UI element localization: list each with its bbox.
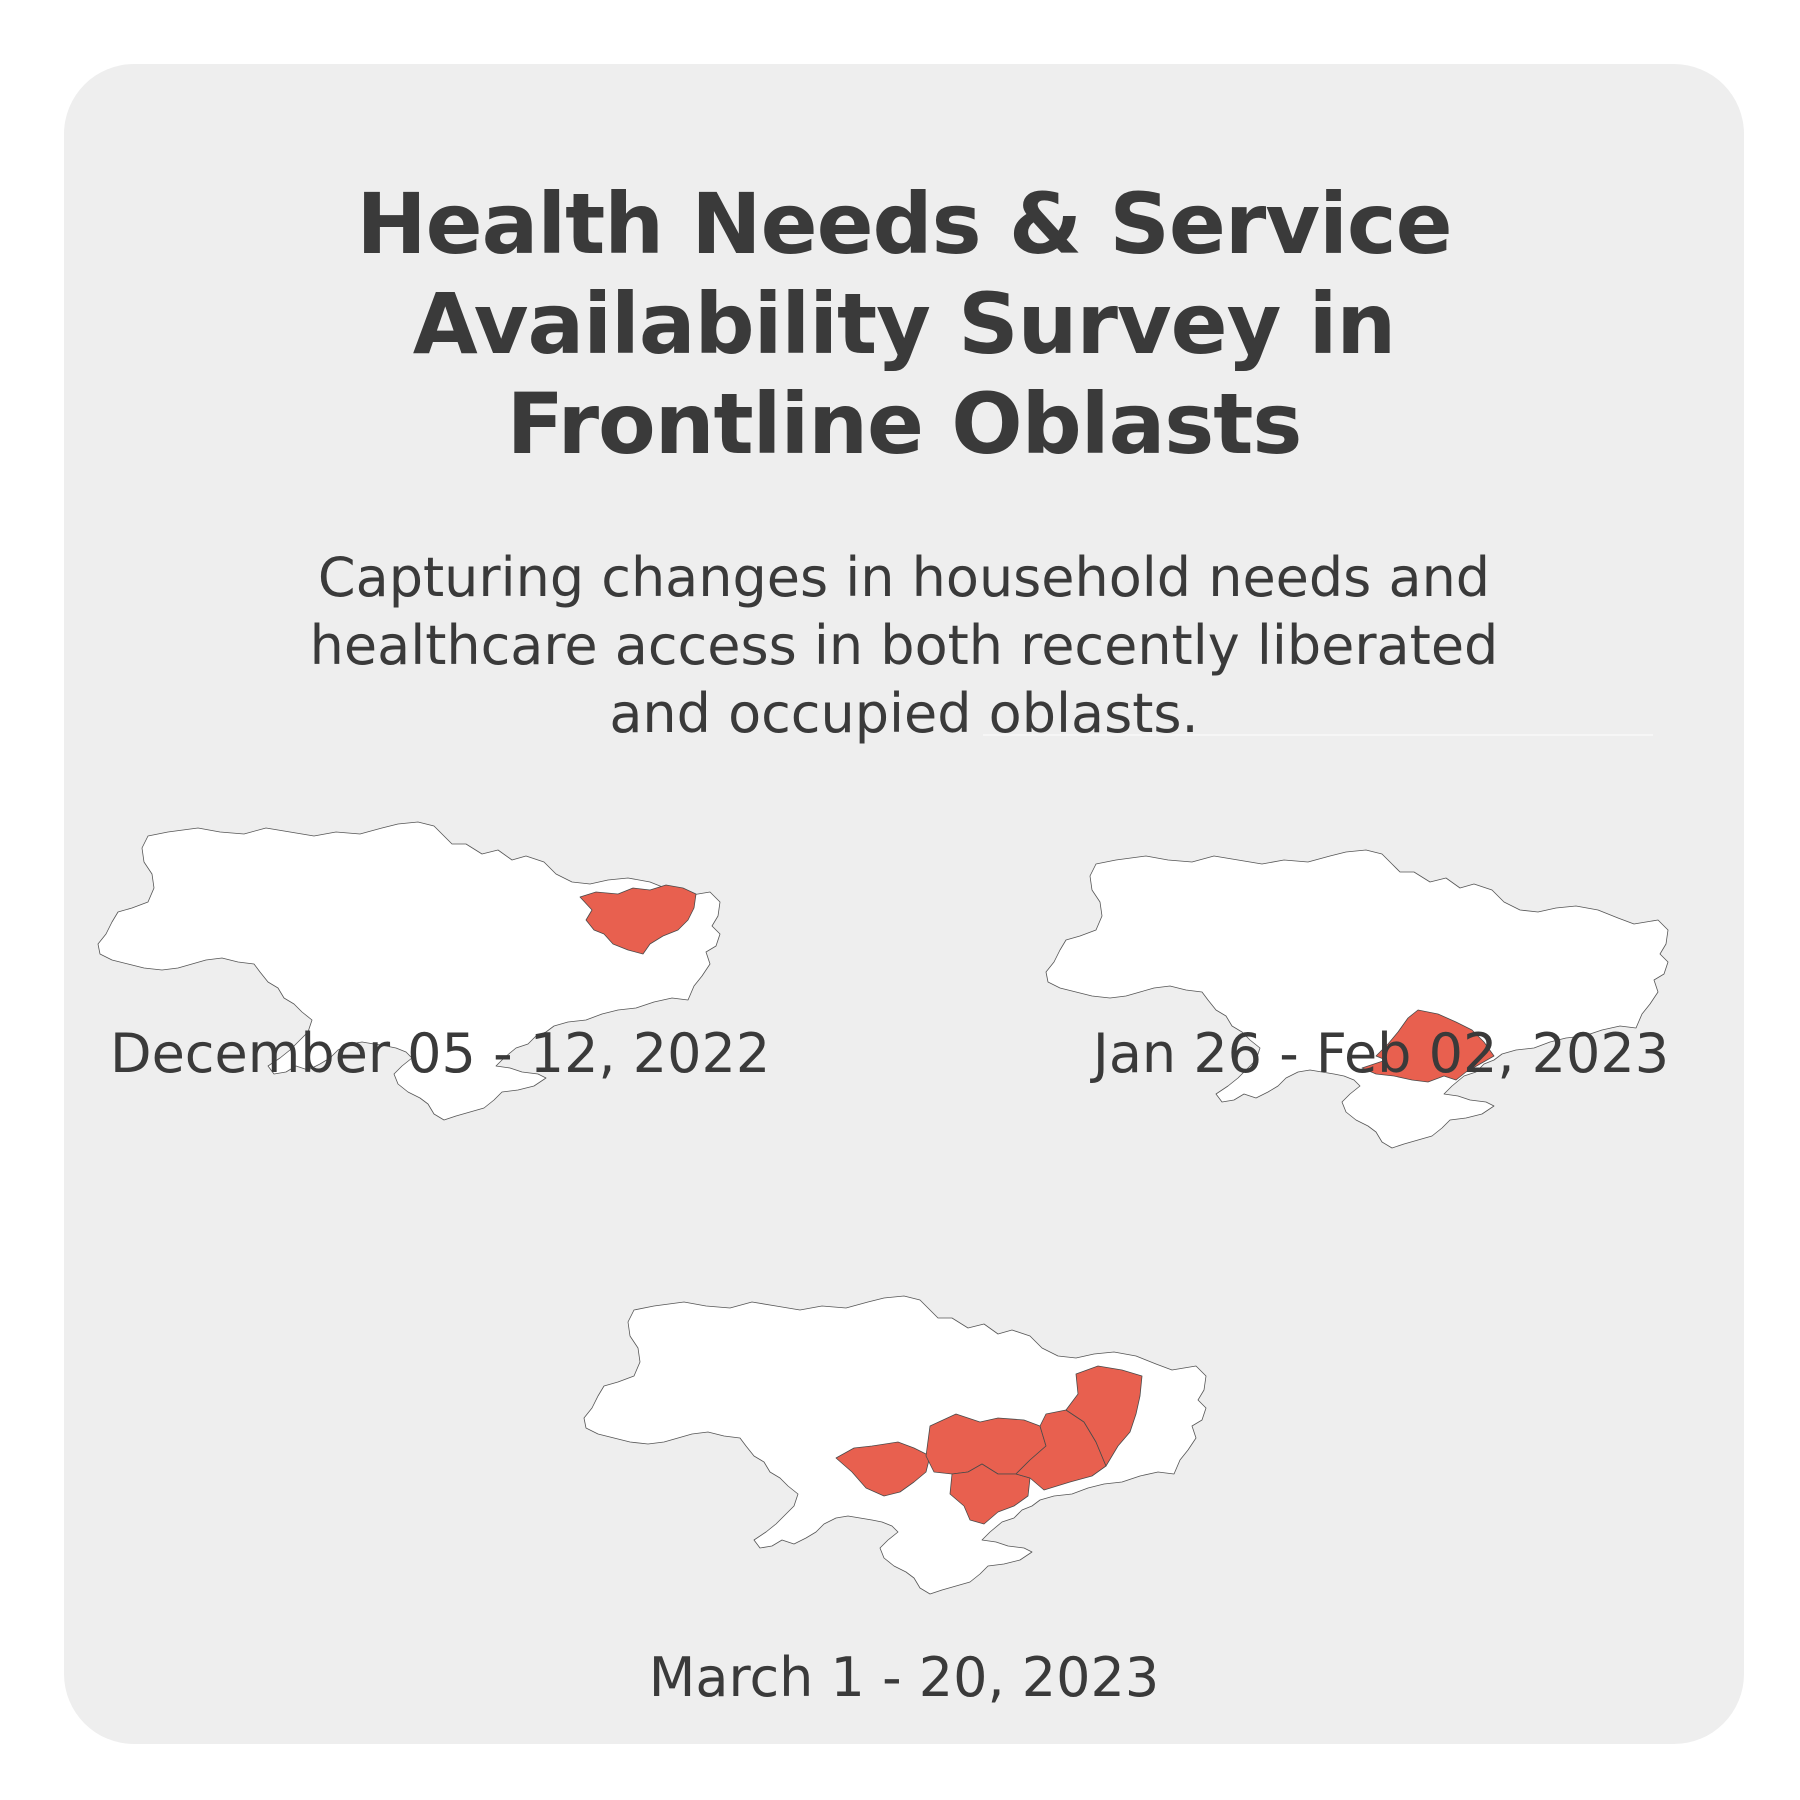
title-line-2: Availability Survey in xyxy=(412,275,1396,373)
page-subtitle: Capturing changes in household needs and… xyxy=(64,544,1744,748)
highlighted-oblast-kherson xyxy=(1361,1009,1495,1083)
title-line-1: Health Needs & Service xyxy=(356,175,1452,273)
title-line-3: Frontline Oblasts xyxy=(506,375,1303,473)
highlighted-oblast-kharkiv xyxy=(579,884,697,955)
map-kherson-highlighted xyxy=(1045,849,1726,1150)
subtitle-line-3: and occupied oblasts. xyxy=(609,682,1199,745)
highlighted-oblast-luhansk xyxy=(1065,1365,1143,1467)
map-kharkiv-highlighted xyxy=(97,821,778,1122)
survey-date-1: December 05 - 12, 2022 xyxy=(110,1022,771,1085)
divider-line xyxy=(983,734,1653,736)
subtitle-line-1: Capturing changes in household needs and xyxy=(317,546,1491,609)
ukraine-outline xyxy=(1045,849,1669,1149)
subtitle-line-2: healthcare access in both recently liber… xyxy=(309,614,1499,677)
map-southeast-highlighted xyxy=(583,1295,1264,1596)
survey-date-3: March 1 - 20, 2023 xyxy=(648,1646,1160,1709)
survey-date-2: Jan 26 - Feb 02, 2023 xyxy=(1092,1022,1670,1085)
highlighted-oblast-mykolaiv xyxy=(835,1441,931,1497)
page-title: Health Needs & Service Availability Surv… xyxy=(64,174,1744,474)
